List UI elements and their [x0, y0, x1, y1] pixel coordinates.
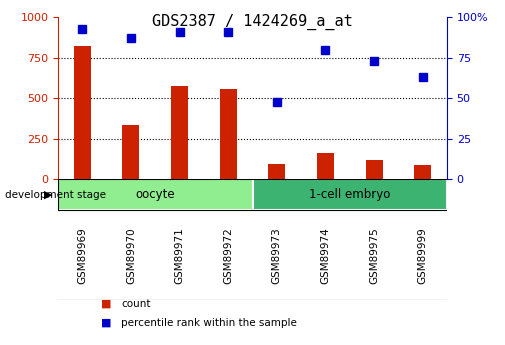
Bar: [366, 160, 382, 179]
Text: GSM89974: GSM89974: [320, 227, 330, 284]
Text: 1-cell embryo: 1-cell embryo: [309, 188, 390, 201]
Text: GSM89969: GSM89969: [77, 227, 87, 284]
Bar: [171, 86, 188, 179]
Text: development stage: development stage: [5, 190, 106, 200]
Text: ■: ■: [101, 318, 112, 327]
Text: GSM89975: GSM89975: [369, 227, 379, 284]
Text: percentile rank within the sample: percentile rank within the sample: [121, 318, 297, 327]
Text: ■: ■: [101, 299, 112, 308]
Bar: [268, 164, 285, 179]
Bar: [220, 89, 237, 179]
Bar: [58, 179, 252, 210]
Bar: [317, 152, 334, 179]
Text: GSM89970: GSM89970: [126, 227, 136, 284]
Text: ▶: ▶: [44, 190, 52, 200]
Text: GSM89971: GSM89971: [175, 227, 185, 284]
Text: count: count: [121, 299, 150, 308]
Bar: [252, 179, 447, 210]
Text: GSM89973: GSM89973: [272, 227, 282, 284]
Text: GSM89972: GSM89972: [223, 227, 233, 284]
Bar: [74, 47, 91, 179]
Text: GSM89999: GSM89999: [418, 227, 428, 284]
Bar: [123, 125, 139, 179]
Text: oocyte: oocyte: [135, 188, 175, 201]
Bar: [414, 165, 431, 179]
Text: GDS2387 / 1424269_a_at: GDS2387 / 1424269_a_at: [152, 14, 353, 30]
